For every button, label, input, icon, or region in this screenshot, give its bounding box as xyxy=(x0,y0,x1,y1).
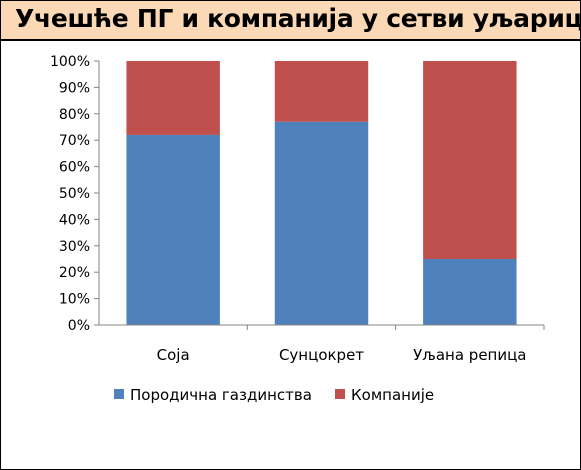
bar-segment-family-farms xyxy=(274,121,369,325)
x-category-label: Сунцокрет xyxy=(279,346,364,364)
legend-label: Компаније xyxy=(351,386,434,404)
y-tick-label: 30% xyxy=(59,239,90,255)
stacked-bar-chart: 0% 10% 20% 30% 40% 50% 60% 70% 80% 90% 100% Соја Сун… xyxy=(50,54,545,404)
y-tick-label: 0% xyxy=(68,318,90,334)
y-tick-label: 50% xyxy=(59,186,90,202)
y-tick-label: 10% xyxy=(59,292,90,308)
y-tick-label: 70% xyxy=(59,133,90,149)
bar-segment-companies xyxy=(126,61,220,135)
bar-segment-family-farms xyxy=(126,134,220,325)
y-tick-label: 40% xyxy=(59,212,90,228)
x-category-label: Уљана репица xyxy=(413,346,526,364)
bar-segment-family-farms xyxy=(423,259,517,325)
bar-segment-companies xyxy=(423,61,517,259)
y-tick-label: 60% xyxy=(59,160,90,176)
y-tick-label: 100% xyxy=(50,54,90,70)
y-tick-label: 90% xyxy=(59,80,90,96)
y-tick-label: 80% xyxy=(59,107,90,123)
chart-area: 0% 10% 20% 30% 40% 50% 60% 70% 80% 90% 100% Соја Сун… xyxy=(10,45,570,448)
legend-label: Породична газдинства xyxy=(130,386,312,404)
title-bar: Учешће ПГ и компанија у сетви уљарица xyxy=(1,1,581,41)
chart-title: Учешће ПГ и компанија у сетви уљарица xyxy=(15,4,581,33)
bar-segment-companies xyxy=(274,61,369,122)
legend-swatch xyxy=(335,389,345,399)
y-tick-label: 20% xyxy=(59,265,90,281)
legend-swatch xyxy=(114,389,124,399)
x-category-label: Соја xyxy=(157,346,190,364)
